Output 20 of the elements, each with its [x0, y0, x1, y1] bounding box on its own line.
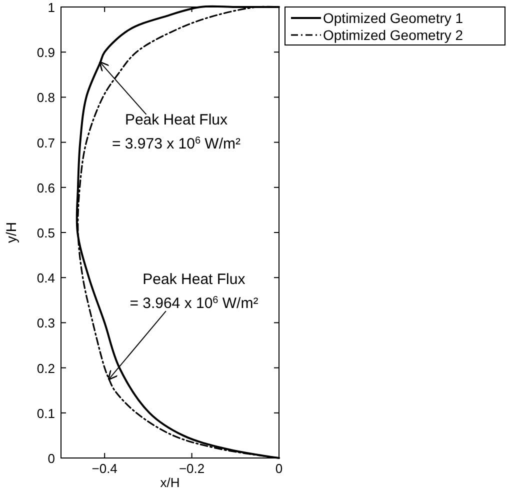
legend-label: Optimized Geometry 1	[323, 10, 464, 26]
x-tick-label: 0	[275, 461, 283, 476]
y-tick-label: 0.3	[36, 316, 55, 331]
annotation: Peak Heat Flux = 3.973 x 10$^{6}$ W/m²	[112, 111, 241, 152]
y-tick-label: 0.6	[36, 180, 55, 196]
x-tick-label: −0.4	[92, 461, 118, 476]
x-tick-label: −0.2	[178, 461, 205, 476]
x-axis-title: x/H	[160, 475, 180, 489]
y-tick-label: 1	[48, 0, 55, 15]
y-tick-label: 0.4	[36, 270, 55, 286]
legend-label: Optimized Geometry 2	[323, 27, 464, 43]
y-tick-label: 0.8	[36, 90, 55, 106]
y-tick-label: 0.1	[36, 406, 55, 421]
y-tick-label: 0.2	[36, 360, 55, 376]
y-tick-label: 0.5	[36, 226, 55, 240]
y-axis-title: y/H	[3, 222, 19, 243]
y-tick-label: 0	[48, 451, 55, 466]
annotation: Peak Heat Flux = 3.964 x 10$^{6}$ W/m²	[130, 271, 258, 312]
y-tick-label: 0.9	[36, 45, 55, 60]
y-tick-label: 0.7	[36, 135, 55, 150]
